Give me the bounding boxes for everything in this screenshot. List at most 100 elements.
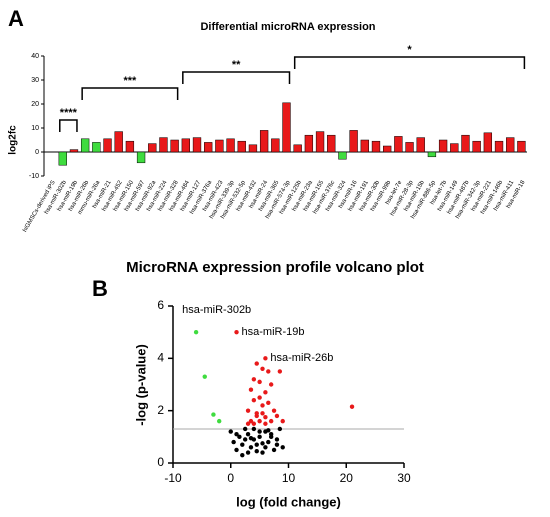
significance-bracket (182, 71, 291, 84)
bar (315, 131, 325, 153)
y-tick-label: 0 (35, 149, 39, 156)
x-axis-label: log (fold change) (236, 494, 341, 509)
y-tick-label: 2 (157, 403, 164, 417)
bar (427, 151, 437, 158)
point (274, 442, 280, 447)
y-tick-label: 30 (31, 77, 39, 84)
point (257, 379, 262, 385)
significance-label: * (407, 44, 412, 56)
y-tick-label: 10 (31, 125, 39, 132)
point (237, 434, 242, 440)
significance-bracket (293, 56, 526, 69)
bar (383, 145, 392, 153)
point (260, 366, 265, 371)
bar (461, 134, 470, 153)
bar (259, 130, 269, 153)
bar (416, 137, 425, 153)
bar (405, 142, 414, 153)
bar (237, 140, 246, 153)
point (263, 415, 268, 420)
point (268, 434, 274, 440)
bar (360, 139, 369, 153)
bar (282, 102, 291, 153)
annotation: hsa-miR-19b (242, 326, 305, 338)
point (257, 418, 262, 424)
point (254, 411, 259, 416)
point (254, 442, 259, 447)
chart-title: MicroRNA expression profile volcano plot (126, 259, 424, 276)
bar (204, 142, 213, 153)
point (266, 400, 271, 406)
panel-label: A (8, 6, 24, 31)
bar (472, 140, 481, 153)
bar (371, 140, 381, 153)
panel-label: B (92, 276, 108, 301)
bar (181, 138, 190, 153)
bar (450, 143, 459, 153)
bar (248, 144, 258, 153)
point (234, 432, 239, 437)
point (242, 426, 248, 432)
x-tick-label: 10 (282, 471, 296, 485)
point (202, 374, 207, 379)
point (266, 428, 271, 433)
point (263, 390, 268, 395)
annotation: hsa-miR-26b (270, 352, 333, 364)
bar (192, 137, 202, 153)
bar (483, 132, 493, 153)
bar (304, 134, 314, 153)
x-tick-label: 20 (340, 471, 354, 485)
x-tick-label: 30 (397, 471, 411, 485)
bar (80, 138, 90, 153)
bar (494, 140, 504, 153)
point (274, 413, 280, 419)
bar (136, 151, 146, 164)
bar (506, 137, 515, 153)
y-tick-label: 40 (31, 53, 39, 60)
y-tick-label: 20 (31, 101, 39, 108)
point (248, 387, 254, 392)
point (251, 421, 257, 426)
point (277, 369, 283, 374)
point (248, 445, 254, 450)
point (245, 408, 251, 413)
point (280, 445, 285, 450)
bar (349, 130, 358, 153)
point (268, 382, 274, 387)
point (251, 398, 257, 403)
point (240, 442, 245, 447)
point (260, 403, 265, 408)
bar (159, 137, 168, 153)
point (251, 426, 257, 432)
bar (438, 139, 448, 153)
point (245, 421, 251, 426)
x-tick-label: 0 (227, 471, 234, 485)
point (271, 447, 277, 453)
chart-title: Differential microRNA expression (200, 21, 375, 33)
point (211, 412, 216, 417)
point (231, 439, 236, 445)
point (245, 450, 251, 455)
significance-bracket (81, 87, 179, 100)
y-axis-label: -log (p-value) (133, 344, 148, 426)
significance-label: **** (60, 107, 78, 119)
point (257, 434, 262, 440)
x-tick-label: -10 (164, 471, 182, 485)
point (263, 421, 268, 426)
bar (215, 139, 224, 153)
point (248, 418, 254, 424)
point (251, 377, 257, 382)
point (257, 429, 262, 434)
annotation: hsa-miR-302b (182, 304, 251, 316)
bar (338, 151, 347, 160)
bar (271, 138, 280, 153)
point (193, 329, 199, 335)
bar (103, 138, 112, 153)
point (274, 437, 280, 442)
point (234, 447, 239, 453)
point (349, 404, 355, 409)
point (260, 411, 265, 416)
bar (226, 138, 235, 153)
bar (170, 139, 179, 153)
